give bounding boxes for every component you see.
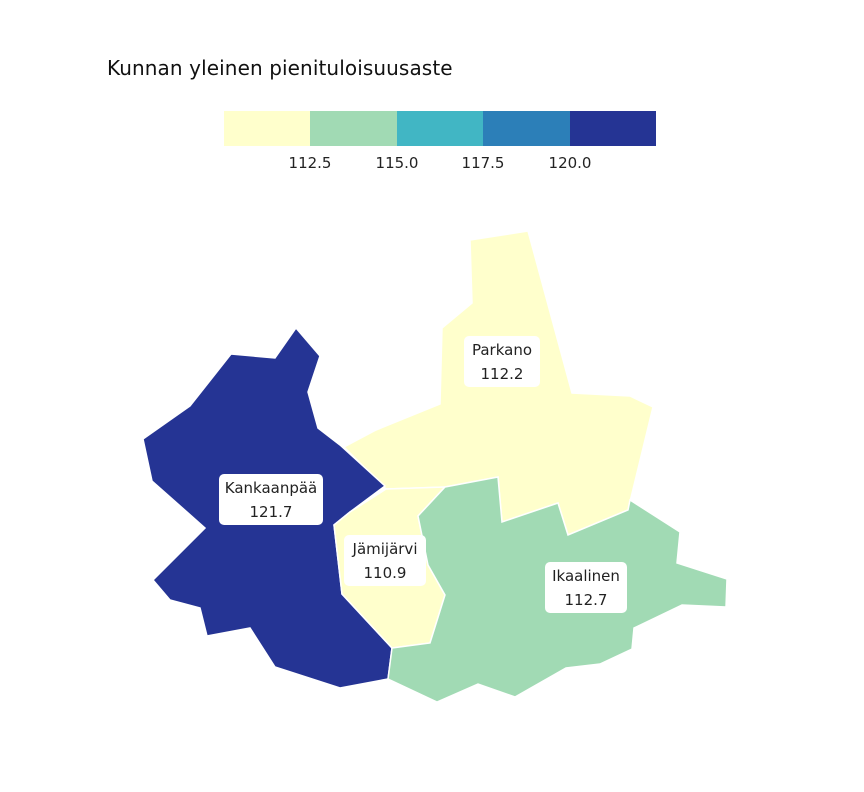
region-name: Kankaanpää [225, 479, 318, 497]
map-title: Kunnan yleinen pienituloisuusaste [107, 56, 453, 80]
legend-swatch-2 [310, 111, 397, 146]
legend-swatch-5 [569, 111, 657, 146]
label-kankaanpaa: Kankaanpää 121.7 [219, 474, 323, 525]
legend-tick-label: 115.0 [375, 154, 419, 172]
legend-swatch-1 [224, 111, 311, 146]
legend-tick-label: 117.5 [461, 154, 505, 172]
region-name: Parkano [472, 341, 532, 359]
region-name: Ikaalinen [552, 567, 620, 585]
region-value: 112.2 [481, 365, 524, 383]
legend-swatch-3 [396, 111, 484, 146]
label-jamijarvi: Jämijärvi 110.9 [344, 535, 426, 586]
legend-swatch-4 [483, 111, 570, 146]
label-ikaalinen: Ikaalinen 112.7 [545, 562, 627, 613]
color-legend [224, 111, 657, 146]
region-name: Jämijärvi [352, 540, 418, 558]
region-value: 121.7 [250, 503, 293, 521]
region-value: 112.7 [565, 591, 608, 609]
legend-ticks: 112.5 115.0 117.5 120.0 [0, 154, 864, 174]
legend-tick-label: 112.5 [288, 154, 332, 172]
label-parkano: Parkano 112.2 [464, 336, 540, 387]
legend-tick-label: 120.0 [548, 154, 592, 172]
region-value: 110.9 [364, 564, 407, 582]
